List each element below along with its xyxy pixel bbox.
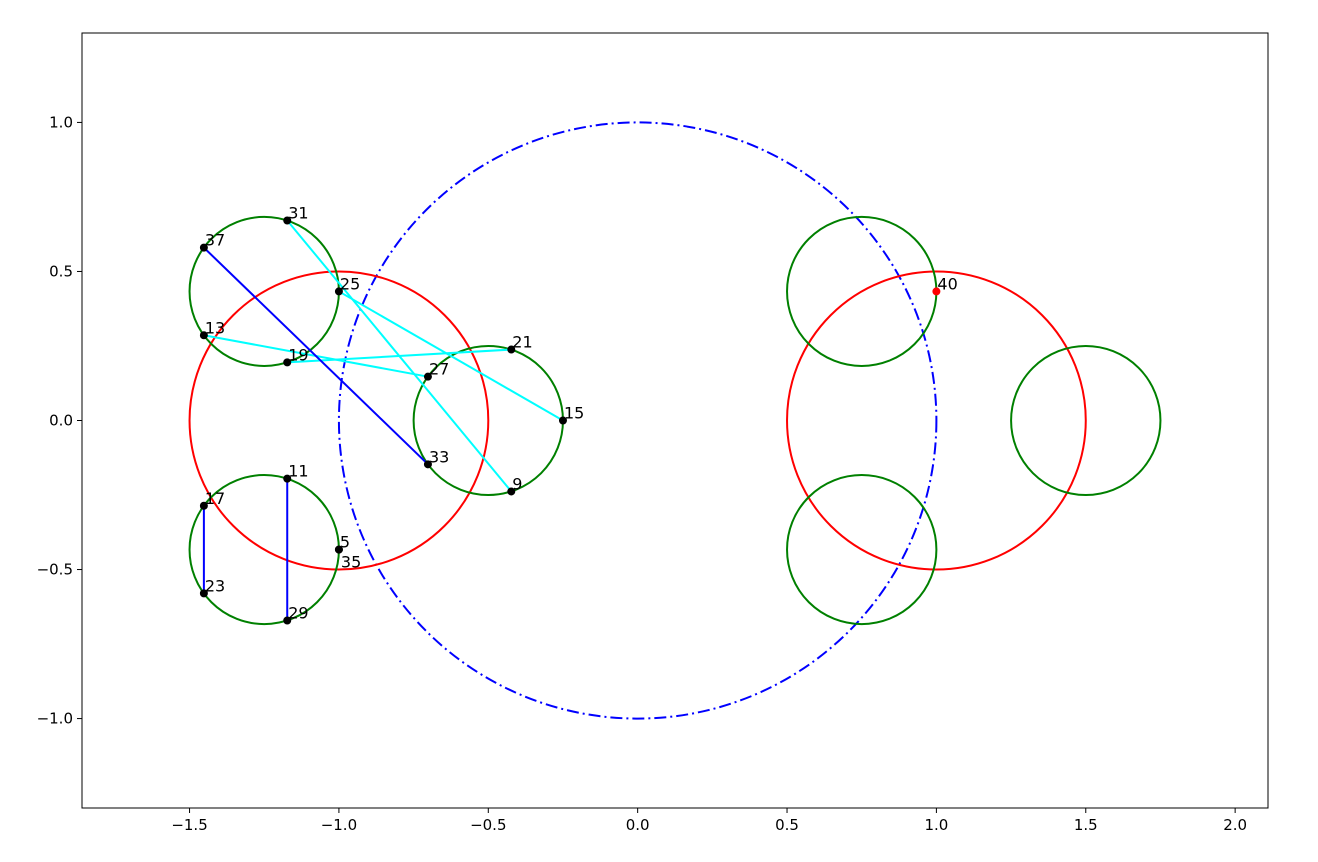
axes: −1.5 −1.0 −0.5 0.0 0.5 1.0 1.5 2.0 −1.0 −0.5 0.0 0.… — [37, 113, 1248, 834]
y-tick-label: 0.5 — [49, 262, 73, 280]
point-label-21: 21 — [512, 333, 532, 352]
point-label-19: 19 — [288, 345, 308, 364]
segment-1 — [338, 290, 564, 422]
point-label-11: 11 — [288, 462, 308, 481]
circle-2 — [786, 270, 1087, 571]
x-tick-label: −0.5 — [470, 816, 506, 834]
point-21 — [507, 345, 516, 354]
y-tick-label: 0.0 — [49, 412, 73, 430]
point-29 — [283, 616, 292, 625]
circle-7 — [786, 474, 938, 626]
y-tick-label: 1.0 — [49, 113, 73, 131]
point-13 — [199, 331, 208, 340]
point-23 — [199, 589, 208, 598]
point-label-13: 13 — [205, 318, 225, 337]
point-label-33: 33 — [429, 447, 449, 466]
point-label-31: 31 — [288, 203, 308, 222]
point-25 — [334, 287, 343, 296]
point-label-37: 37 — [205, 231, 225, 250]
y-tick-label: −0.5 — [37, 561, 73, 579]
point-17 — [199, 501, 208, 510]
point-label-25: 25 — [340, 274, 360, 293]
x-tick-label: 1.5 — [1074, 816, 1098, 834]
point-33 — [423, 460, 432, 469]
point-label-15: 15 — [564, 404, 584, 423]
point-9 — [507, 487, 516, 496]
point-label-35: 35 — [341, 553, 361, 572]
point-37 — [199, 243, 208, 252]
point-label-5: 5 — [340, 533, 350, 552]
y-tick-label: −1.0 — [37, 710, 73, 728]
point-31 — [283, 216, 292, 225]
axes-frame — [81, 32, 1269, 809]
x-tick-label: −1.5 — [171, 816, 207, 834]
x-tick-label: 0.5 — [775, 816, 799, 834]
point-35 — [334, 545, 343, 554]
point-label-9: 9 — [512, 474, 522, 493]
x-tick-label: −1.0 — [321, 816, 357, 834]
x-tick-label: 2.0 — [1223, 816, 1247, 834]
point-19 — [283, 358, 292, 367]
circle-8 — [1010, 344, 1162, 497]
point-label-29: 29 — [288, 604, 308, 623]
segment-3 — [287, 348, 512, 364]
circle-1 — [188, 270, 490, 571]
x-tick-label: 0.0 — [626, 816, 650, 834]
point-11 — [283, 474, 292, 483]
point-label-27: 27 — [429, 360, 449, 379]
point-label-40: 40 — [937, 274, 957, 293]
point-label-23: 23 — [205, 576, 225, 595]
point-label-17: 17 — [205, 489, 225, 508]
plot-area: 31 37 25 13 19 21 27 15 33 9 11 17 535 23 29 40 — [188, 121, 1162, 720]
point-27 — [423, 372, 432, 381]
point-40 — [932, 287, 941, 296]
x-tick-label: 1.0 — [924, 816, 948, 834]
circle-0 — [337, 121, 938, 720]
point-15 — [558, 416, 567, 425]
segment-4 — [203, 246, 429, 466]
